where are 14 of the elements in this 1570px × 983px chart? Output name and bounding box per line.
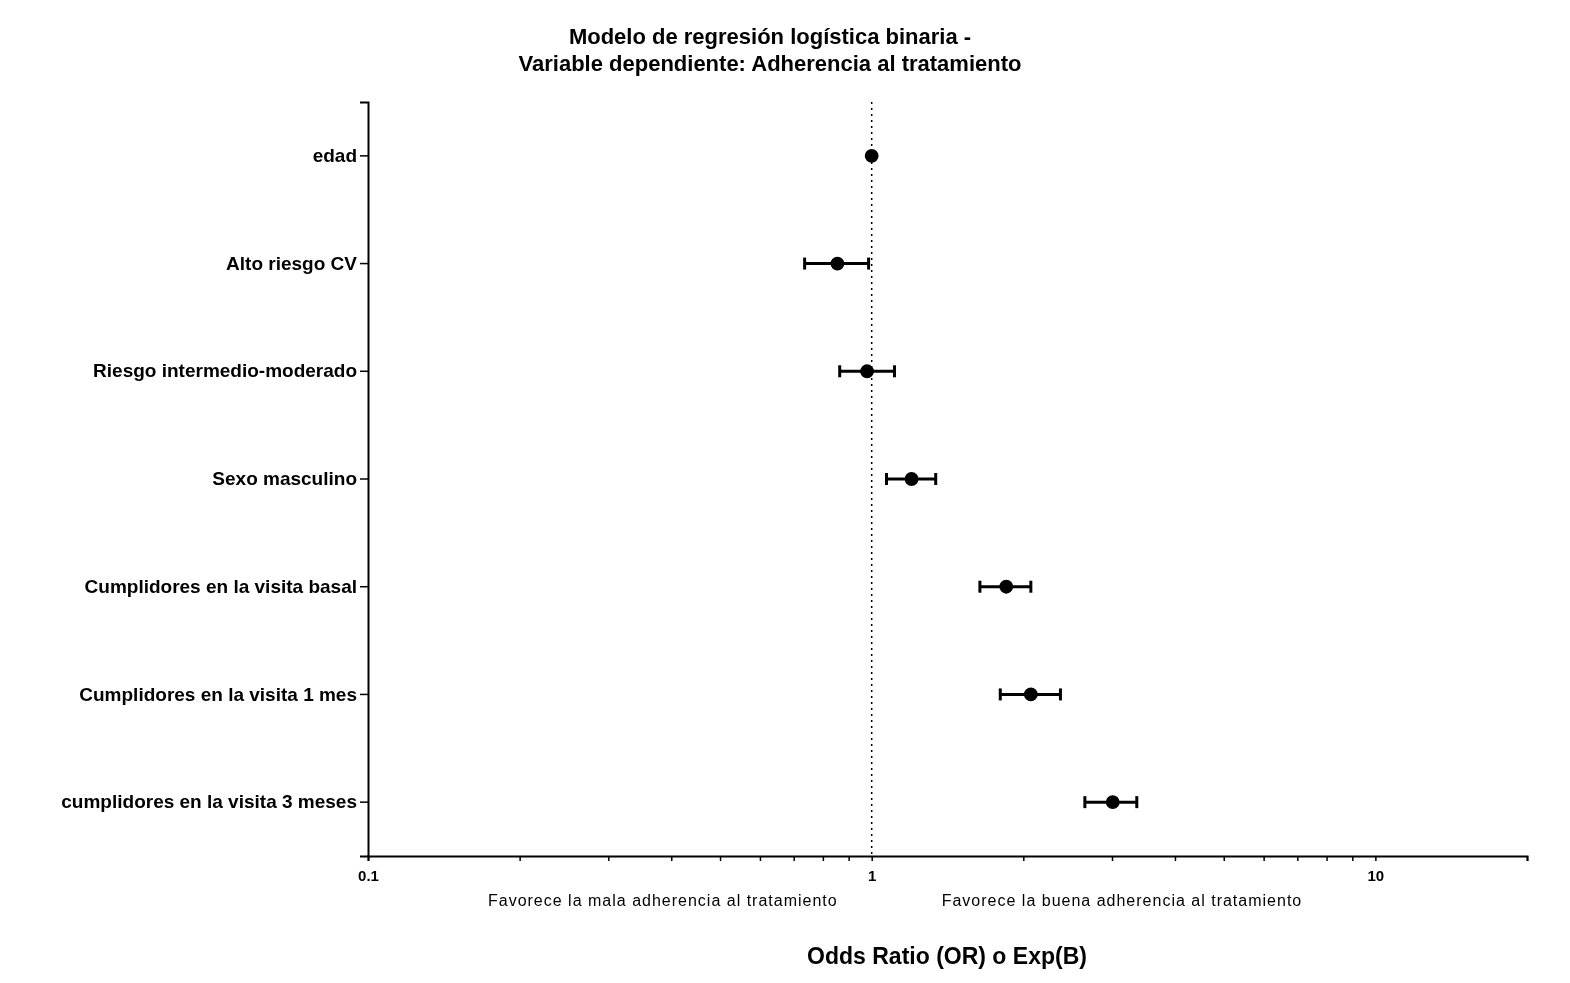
y-tick-label: Cumplidores en la visita basal <box>84 575 357 597</box>
x-tick-label: 10 <box>1367 866 1385 884</box>
x-tick-label: 0.1 <box>358 866 379 884</box>
x-tick-label: 1 <box>868 866 877 884</box>
x-axis-title: Odds Ratio (OR) o Exp(B) <box>807 943 1087 969</box>
y-tick-label: edad <box>312 144 357 166</box>
text: Favorece la buena adherencia al tratamiento <box>941 892 1303 909</box>
chart-title: Modelo de regresión logística binaria - Variable dependiente: Adherencia al tratamiento <box>518 24 1022 76</box>
text: Favorece la mala adherencia al tratamiento <box>487 892 838 909</box>
y-tick-label: Alto riesgo CV <box>226 252 358 274</box>
y-tick-label: Sexo masculino <box>212 468 357 490</box>
y-tick-label: cumplidores en la visita 3 meses <box>61 791 357 813</box>
y-tick-label: Riesgo intermedio-moderado <box>93 360 357 382</box>
y-tick-label: Cumplidores en la visita 1 mes <box>79 683 357 705</box>
